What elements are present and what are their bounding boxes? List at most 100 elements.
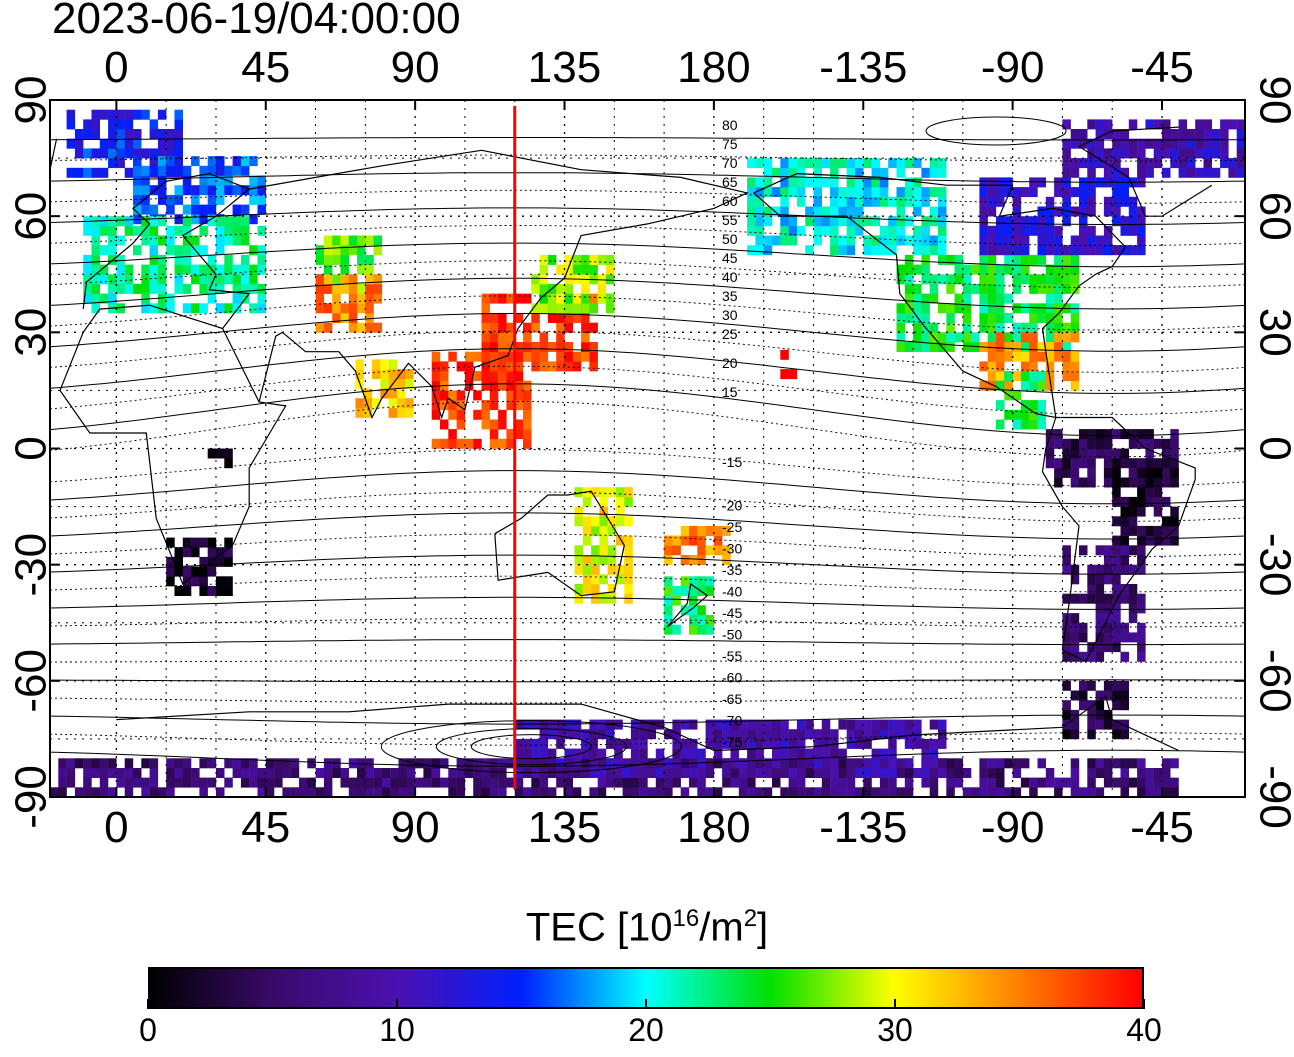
mag-contour <box>50 313 1245 352</box>
lon-label-top: 0 <box>104 43 128 92</box>
axis-labels: 0 45 90 135 180 -135 -90 -45 0 45 90 135 180 -135 -90 -… <box>7 43 1294 852</box>
mag-contour <box>50 154 1245 162</box>
lat-label-left: 60 <box>7 192 56 241</box>
contour-label: 75 <box>722 136 738 152</box>
tec-region <box>664 576 715 635</box>
mag-contour <box>50 470 1245 505</box>
contour-label: -70 <box>722 713 742 729</box>
lon-label-bottom: 45 <box>241 803 290 852</box>
contour-label: 70 <box>722 155 738 171</box>
lat-label-right: 90 <box>1250 76 1294 125</box>
south-pole-contour <box>470 734 592 760</box>
mag-contour <box>50 639 1245 646</box>
lat-label-left: -60 <box>7 649 56 713</box>
contour-label: -25 <box>722 519 742 535</box>
contour-label: 20 <box>722 355 738 371</box>
contour-label: 30 <box>722 307 738 323</box>
colorbar-tick <box>147 999 149 1009</box>
mag-contour <box>50 172 1245 183</box>
mag-contour <box>50 679 1245 683</box>
mag-contour <box>50 383 1245 437</box>
colorbar-tick <box>396 999 398 1009</box>
contour-label: -30 <box>722 541 742 557</box>
lon-label-top: -135 <box>819 43 907 92</box>
mag-contour <box>50 660 1245 663</box>
coastline <box>1041 416 1196 663</box>
tec-region <box>207 448 233 469</box>
coastline <box>666 582 709 628</box>
mag-contour <box>50 749 1245 767</box>
contour-label: 50 <box>722 231 738 247</box>
colorbar-tick-label: 30 <box>877 1012 913 1048</box>
mag-contour <box>50 575 1245 593</box>
lat-label-left: 30 <box>7 308 56 357</box>
tec-data-layer <box>50 109 1245 797</box>
contour-label: 65 <box>722 174 738 190</box>
tec-region <box>979 177 1146 256</box>
mag-contour <box>50 207 1245 225</box>
contour-label: 25 <box>722 326 738 342</box>
mag-contour <box>50 714 1245 725</box>
tec-region <box>133 156 266 225</box>
tec-region <box>1062 119 1245 178</box>
colorbar-title: TEC [1016/m2] <box>525 905 769 950</box>
mag-contour <box>50 512 1245 540</box>
frame-ticks <box>50 99 1245 798</box>
coastline <box>753 172 1127 419</box>
lon-label-bottom: 90 <box>391 803 440 852</box>
contour-label: -60 <box>722 670 742 686</box>
lon-label-bottom: 0 <box>104 803 128 852</box>
lat-label-right: 30 <box>1250 308 1294 357</box>
lat-label-left: 0 <box>7 436 56 460</box>
lon-label-top: 90 <box>391 43 440 92</box>
lon-label-bottom: -90 <box>981 803 1045 852</box>
lon-label-bottom: -135 <box>819 803 907 852</box>
colorbar-tick <box>1143 999 1145 1009</box>
contour-label: 60 <box>722 193 738 209</box>
north-pole-contour <box>925 116 1067 146</box>
mag-contour <box>50 189 1245 204</box>
contour-label: -65 <box>722 691 742 707</box>
tec-region <box>664 525 731 565</box>
contour-label: 55 <box>722 212 738 228</box>
lat-label-right: -30 <box>1250 533 1294 597</box>
contour-label: 45 <box>722 250 738 266</box>
mag-contour <box>50 365 1245 416</box>
tec-region <box>66 109 183 178</box>
contour-label: 40 <box>722 269 738 285</box>
tec-region <box>780 349 798 380</box>
contour-label: -40 <box>722 584 742 600</box>
lat-label-right: -60 <box>1250 649 1294 713</box>
contour-label: 35 <box>722 288 738 304</box>
tec-region <box>1112 467 1179 546</box>
colorbar-tick-label: 0 <box>139 1012 157 1048</box>
mag-contour <box>50 696 1245 704</box>
colorbar-tick-label: 10 <box>379 1012 415 1048</box>
lat-label-right: 0 <box>1250 436 1294 460</box>
mag-contour <box>50 225 1245 247</box>
mag-contour <box>50 596 1245 610</box>
contour-label: -45 <box>722 605 742 621</box>
timestamp-title: 2023-06-19/04:00:00 <box>52 0 461 43</box>
lon-label-bottom: 180 <box>677 803 750 852</box>
mag-contour <box>50 732 1245 746</box>
mag-contour <box>50 348 1245 394</box>
tec-region <box>531 254 615 314</box>
lat-label-right: 60 <box>1250 192 1294 241</box>
mag-contour <box>50 242 1245 268</box>
coastline <box>59 304 287 585</box>
tec-region <box>896 254 1080 352</box>
tec-region <box>747 158 947 256</box>
mag-contour <box>50 491 1245 522</box>
mag-contour <box>50 401 1245 458</box>
contour-label: -75 <box>722 734 742 750</box>
lon-label-top: 180 <box>677 43 750 92</box>
colorbar-tick <box>645 999 647 1009</box>
tec-region <box>83 216 266 314</box>
coastline <box>494 490 625 597</box>
mag-contour <box>50 137 1245 141</box>
lat-label-left: 90 <box>7 76 56 125</box>
coastline <box>82 172 251 329</box>
lon-label-top: -90 <box>981 43 1045 92</box>
